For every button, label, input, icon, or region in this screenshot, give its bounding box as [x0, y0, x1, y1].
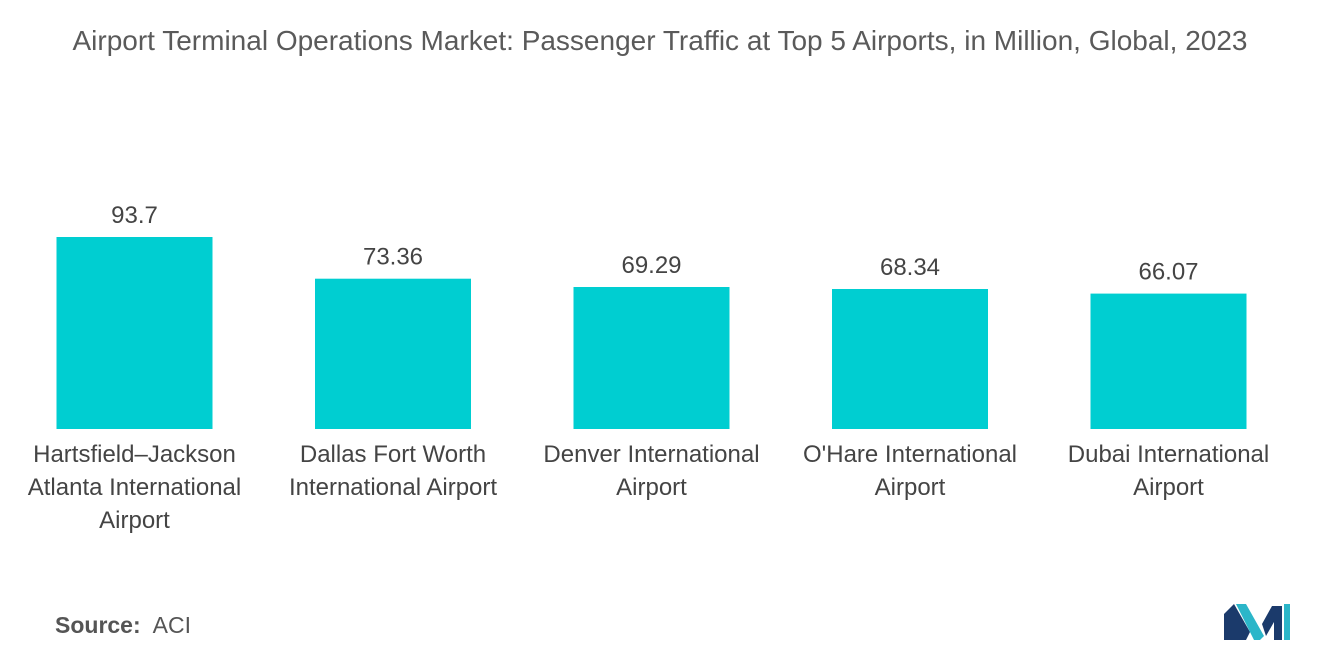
source-key: Source:: [55, 612, 141, 638]
category-label: Denver International Airport: [543, 441, 760, 501]
bar-value-label: 93.7: [111, 202, 158, 229]
bar-value-label: 69.29: [621, 252, 681, 279]
bar-value-label: 73.36: [363, 244, 423, 271]
mordor-intelligence-logo-icon: [1224, 604, 1290, 640]
bar-value-label: 68.34: [880, 254, 940, 281]
bar: [315, 278, 471, 429]
category-label: O'Hare International Airport: [802, 441, 1018, 501]
category-label: Dubai International Airport: [1067, 441, 1270, 501]
bar: [832, 289, 988, 429]
bar-value-label: 66.07: [1138, 259, 1198, 286]
bar: [56, 237, 213, 429]
bar: [573, 287, 730, 429]
category-label: Hartsfield–Jackson Atlanta International…: [27, 441, 242, 534]
source-value: ACI: [152, 612, 191, 638]
bar: [1090, 293, 1247, 429]
chart-title: Airport Terminal Operations Market: Pass…: [72, 25, 1248, 56]
category-label: Dallas Fort Worth International Airport: [288, 441, 498, 501]
source-note: Source: ACI: [55, 612, 191, 639]
